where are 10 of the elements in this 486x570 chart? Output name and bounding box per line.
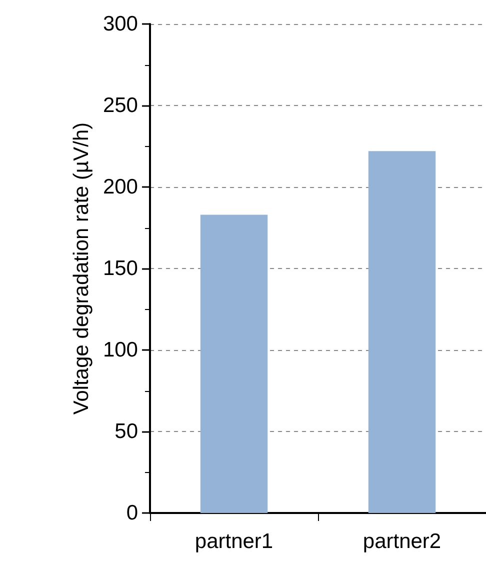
x-tick-label: partner2 [362, 530, 442, 553]
y-tick-label: 300 [102, 12, 138, 36]
y-tick-label: 50 [114, 420, 138, 443]
y-tick-label: 0 [126, 502, 138, 524]
y-axis-title: Voltage degradation rate (µV/h) [70, 122, 94, 415]
y-tick-label: 100 [102, 338, 138, 362]
y-tick-label: 250 [102, 94, 138, 117]
x-tick-label: partner1 [194, 530, 274, 553]
y-tick-label: 200 [102, 176, 138, 198]
y-tick-label: 150 [102, 257, 138, 280]
